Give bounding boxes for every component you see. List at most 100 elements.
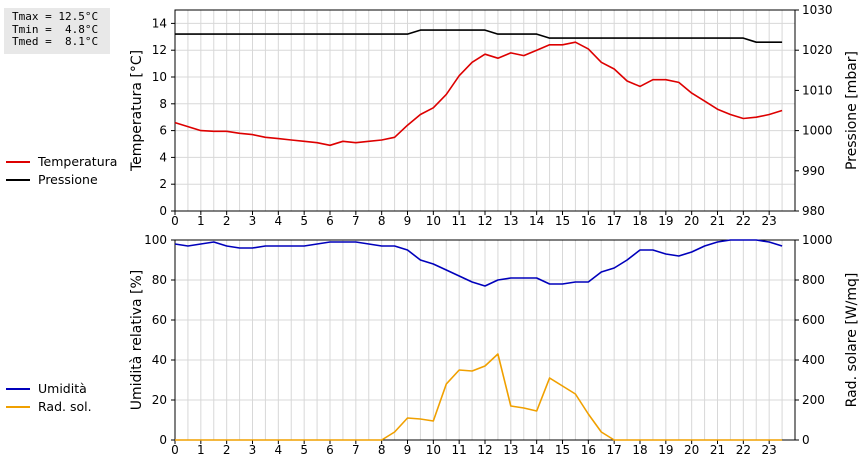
chart2-xtick-label: 22	[736, 443, 751, 457]
chart1-ytick-left-label: 4	[159, 150, 167, 164]
chart2-xtick-label: 6	[326, 443, 334, 457]
stats-tmed: Tmed = 8.1°C	[12, 35, 99, 48]
chart2-xtick-label: 11	[452, 443, 467, 457]
chart1-ytick-right-label: 990	[802, 164, 825, 178]
chart1-xtick-label: 21	[710, 214, 725, 228]
chart1-ytick-right-label: 980	[802, 204, 825, 218]
chart2-xtick-label: 4	[275, 443, 283, 457]
chart2-xtick-label: 5	[300, 443, 308, 457]
stats-tmax: Tmax = 12.5°C	[12, 10, 99, 23]
chart1-ytick-left-label: 2	[159, 177, 167, 191]
chart2-xtick-label: 14	[529, 443, 544, 457]
chart2-ylabel-right: Rad. solare [W/mq]	[844, 273, 860, 408]
chart2-xtick-label: 17	[607, 443, 622, 457]
chart1-ytick-left-label: 8	[159, 97, 167, 111]
legend-item-pressione: Pressione	[4, 171, 117, 189]
chart2-xtick-label: 8	[378, 443, 386, 457]
chart1-xtick-label: 2	[223, 214, 231, 228]
legend-swatch-temperatura	[6, 161, 30, 163]
chart2-ytick-left-label: 80	[152, 273, 167, 287]
chart2-xtick-label: 23	[762, 443, 777, 457]
chart1-xtick-label: 8	[378, 214, 386, 228]
chart2-ytick-right-label: 600	[802, 313, 825, 327]
chart1-ytick-left-label: 0	[159, 204, 167, 218]
legend-label-umidita: Umidità	[38, 381, 87, 396]
chart1-xtick-label: 19	[658, 214, 673, 228]
chart1-xtick-label: 13	[503, 214, 518, 228]
chart2-ytick-left-label: 60	[152, 313, 167, 327]
chart2-ytick-left-label: 0	[159, 433, 167, 447]
chart2-xtick-label: 19	[658, 443, 673, 457]
legend-swatch-rad-sol	[6, 406, 30, 408]
chart1-ytick-right-label: 1030	[802, 3, 833, 17]
chart2-xtick-label: 3	[249, 443, 257, 457]
chart2-xtick-label: 10	[426, 443, 441, 457]
chart1-xtick-label: 1	[197, 214, 205, 228]
legend-swatch-pressione	[6, 179, 30, 181]
chart1-xtick-label: 9	[404, 214, 412, 228]
chart2-ytick-right-label: 400	[802, 353, 825, 367]
chart1-xtick-label: 17	[607, 214, 622, 228]
chart1-xtick-label: 23	[762, 214, 777, 228]
chart1-ytick-right-label: 1000	[802, 124, 833, 138]
legend-item-rad-sol: Rad. sol.	[4, 398, 92, 416]
chart2-ytick-left-label: 40	[152, 353, 167, 367]
chart1-xtick-label: 6	[326, 214, 334, 228]
chart2-xtick-label: 9	[404, 443, 412, 457]
chart2-ylabel-left: Umidità relativa [%]	[129, 270, 145, 411]
legend-label-pressione: Pressione	[38, 172, 98, 187]
legend-item-temperatura: Temperatura	[4, 153, 117, 171]
chart1-xtick-label: 5	[300, 214, 308, 228]
chart2-xtick-label: 20	[684, 443, 699, 457]
chart2-xtick-label: 13	[503, 443, 518, 457]
chart2-series-rad-sol	[175, 353, 783, 441]
chart1-xtick-label: 22	[736, 214, 751, 228]
chart2-ytick-left-label: 100	[144, 233, 167, 247]
legend-swatch-umidita	[6, 388, 30, 390]
chart1-ytick-right-label: 1010	[802, 83, 833, 97]
chart2-ytick-left-label: 20	[152, 393, 167, 407]
chart1-xtick-label: 11	[452, 214, 467, 228]
chart2-xtick-label: 21	[710, 443, 725, 457]
legend-bottom: Umidità Rad. sol.	[4, 380, 92, 416]
chart1-xtick-label: 0	[171, 214, 179, 228]
chart2-ytick-right-label: 1000	[802, 233, 833, 247]
chart1-ytick-left-label: 12	[152, 43, 167, 57]
chart2-xtick-label: 0	[171, 443, 179, 457]
stats-tmin: Tmin = 4.8°C	[12, 22, 99, 36]
chart2-xtick-label: 16	[581, 443, 596, 457]
chart2-xtick-label: 15	[555, 443, 570, 457]
chart1-ytick-left-label: 6	[159, 124, 167, 138]
chart1-xtick-label: 16	[581, 214, 596, 228]
chart1-xtick-label: 15	[555, 214, 570, 228]
chart2-ytick-right-label: 0	[802, 433, 810, 447]
chart2-xtick-label: 12	[477, 443, 492, 457]
chart2-series-umidit	[174, 239, 783, 287]
chart1-ylabel-right: Pressione [mbar]	[844, 51, 860, 170]
legend-label-temperatura: Temperatura	[38, 154, 118, 169]
chart1-xtick-label: 12	[477, 214, 492, 228]
legend-label-rad-sol: Rad. sol.	[38, 399, 92, 414]
stats-box: Tmax = 12.5°C Tmin = 4.8°C Tmed = 8.1°C	[4, 8, 110, 54]
chart1-series-temperatura	[174, 41, 783, 147]
chart1-xtick-label: 3	[249, 214, 257, 228]
chart1-xtick-label: 18	[632, 214, 647, 228]
chart2-xtick-label: 7	[352, 443, 360, 457]
chart1-xtick-label: 14	[529, 214, 544, 228]
legend-top: Temperatura Pressione	[4, 153, 117, 189]
chart1-xtick-label: 4	[275, 214, 283, 228]
chart1-xtick-label: 20	[684, 214, 699, 228]
chart1-ytick-left-label: 14	[152, 16, 167, 30]
chart2-xtick-label: 18	[632, 443, 647, 457]
chart2-xtick-label: 1	[197, 443, 205, 457]
chart2-xtick-label: 2	[223, 443, 231, 457]
chart1-xtick-label: 10	[426, 214, 441, 228]
chart1-series-pressione	[175, 29, 783, 44]
chart2-ytick-right-label: 800	[802, 273, 825, 287]
chart1-ylabel-left: Temperatura [°C]	[129, 50, 145, 172]
chart1-ytick-right-label: 1020	[802, 43, 833, 57]
chart2-ytick-right-label: 200	[802, 393, 825, 407]
chart1-ytick-left-label: 10	[152, 70, 167, 84]
chart1-xtick-label: 7	[352, 214, 360, 228]
